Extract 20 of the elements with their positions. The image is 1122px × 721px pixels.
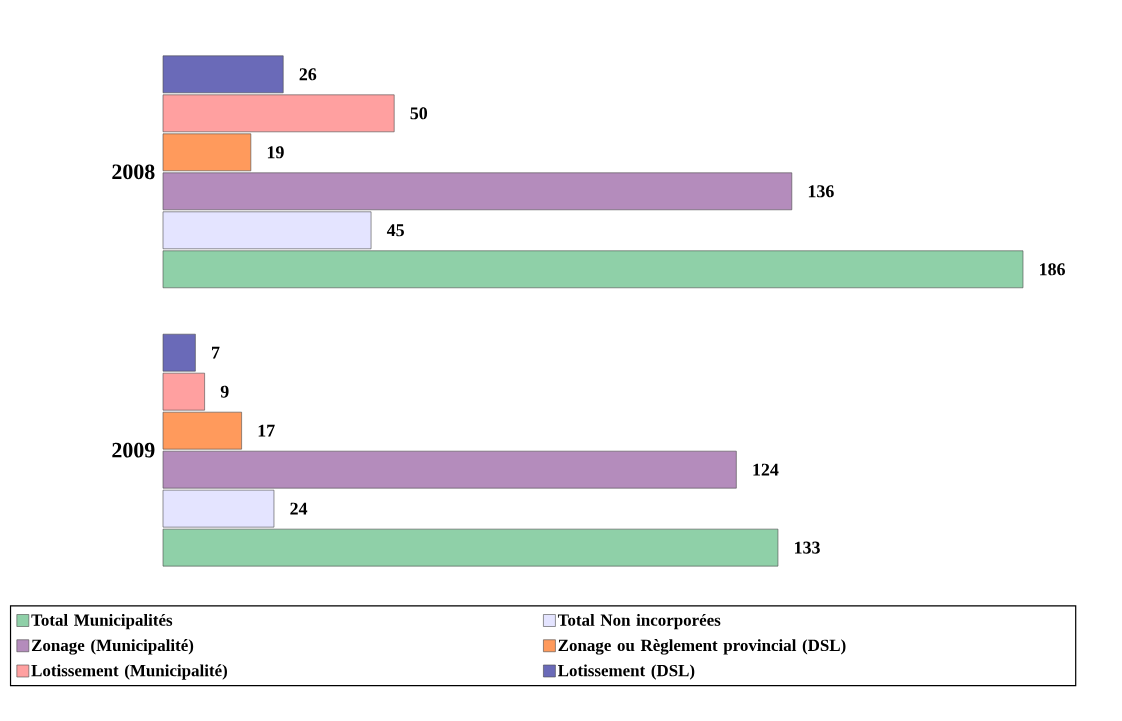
data-label: 45 <box>386 224 404 237</box>
data-label: 24 <box>290 502 308 515</box>
data-label: 17 <box>258 424 275 437</box>
data-label: 133 <box>795 541 820 554</box>
data-label: 136 <box>808 185 834 198</box>
y-tick-label: 2008 <box>112 164 155 180</box>
data-label: 124 <box>753 463 779 476</box>
y-tick-label: 2009 <box>112 442 155 458</box>
legend-label: Lotissement (Municipalité) <box>31 664 227 680</box>
data-label: 19 <box>267 146 284 159</box>
legend-label: Total Non incorporées <box>557 613 721 630</box>
data-label: 9 <box>220 385 229 398</box>
legend-label: Total Municipalités <box>31 613 173 630</box>
legend-label: Lotissement (DSL) <box>558 664 695 680</box>
legend-label: Zonage (Municipalité) <box>31 639 194 655</box>
data-label: 50 <box>410 107 428 120</box>
data-label: 186 <box>1040 263 1065 276</box>
data-label: 26 <box>299 68 317 81</box>
legend-label: Zonage ou Règlement provincial (DSL) <box>558 639 846 655</box>
data-label: 7 <box>212 346 220 359</box>
